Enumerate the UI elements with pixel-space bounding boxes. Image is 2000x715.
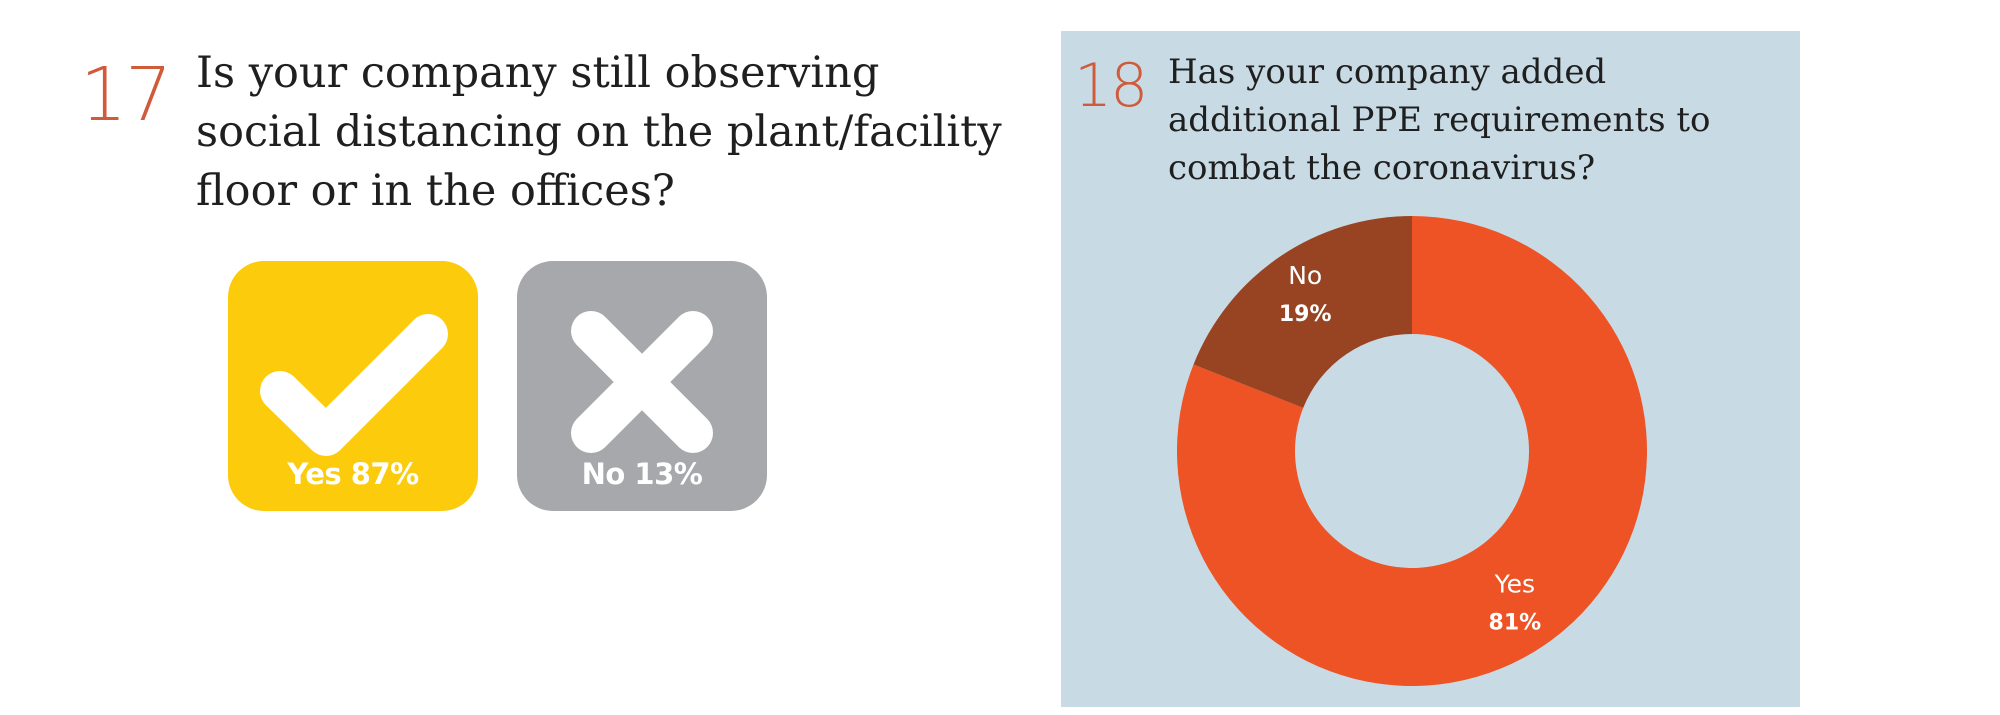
yes-tile: Yes 87%: [228, 261, 478, 511]
question-17-text: Is your company still observing social d…: [196, 48, 1002, 216]
donut-slice-no: [1193, 216, 1412, 408]
yes-tile-label: Yes 87%: [287, 457, 419, 491]
x-icon: [571, 311, 713, 453]
donut-slice-yes: [1177, 216, 1647, 687]
donut-value-yes: 81%: [1489, 610, 1542, 635]
question-18-text: Has your company added additional PPE re…: [1168, 52, 1711, 188]
question-17-number: 17: [80, 52, 172, 138]
donut-value-no: 19%: [1279, 302, 1332, 327]
checkmark-icon: [260, 314, 448, 456]
no-tile-label: No 13%: [581, 457, 703, 491]
donut-label-yes: Yes: [1494, 569, 1535, 598]
donut-label-no: No: [1288, 261, 1322, 290]
donut-chart: Yes 81% No 19%: [1177, 216, 1647, 687]
no-tile: No 13%: [517, 261, 767, 511]
question-18-number: 18: [1074, 51, 1148, 121]
question-18-panel: Yes 81% No 19%: [1061, 31, 1800, 707]
